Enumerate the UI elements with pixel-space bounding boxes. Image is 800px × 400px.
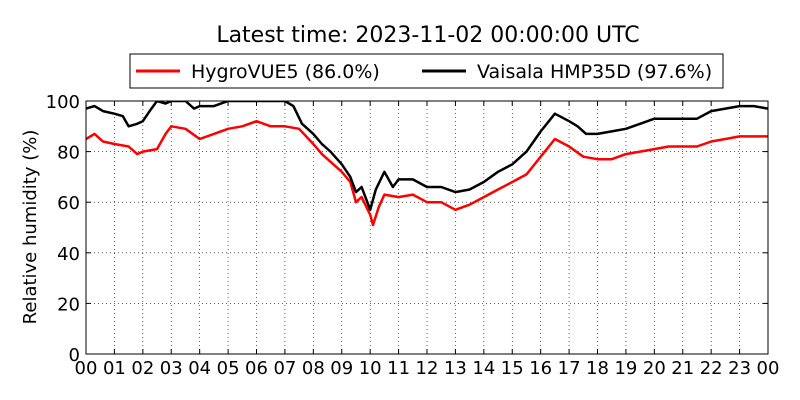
x-tick-label: 17 <box>558 358 581 379</box>
x-tick-label: 02 <box>131 358 154 379</box>
x-tick-label: 01 <box>103 358 126 379</box>
legend-label-hygrovue5: HygroVUE5 (86.0%) <box>191 61 380 83</box>
x-tick-label: 16 <box>529 358 552 379</box>
x-tick-label: 03 <box>160 358 183 379</box>
x-tick-label: 14 <box>472 358 495 379</box>
y-tick-label: 80 <box>57 143 80 164</box>
x-tick-label: 15 <box>501 358 524 379</box>
x-tick-label: 00 <box>75 358 98 379</box>
y-tick-label: 40 <box>57 244 80 265</box>
x-tick-label: 19 <box>614 358 637 379</box>
legend-label-vaisala: Vaisala HMP35D (97.6%) <box>477 61 712 83</box>
y-tick-label: 20 <box>57 294 80 315</box>
x-tick-label: 20 <box>643 358 666 379</box>
x-tick-label: 23 <box>728 358 751 379</box>
y-axis-label: Relative humidity (%) <box>20 130 41 325</box>
x-tick-label: 12 <box>416 358 439 379</box>
x-tick-label: 09 <box>330 358 353 379</box>
y-tick-label: 60 <box>57 193 80 214</box>
axis-ticks: 00 01 02 03 04 05 06 07 08 09 10 11 12 13 14 15 16 17 18 19… <box>46 92 780 379</box>
x-tick-label: 08 <box>302 358 325 379</box>
x-tick-label: 22 <box>700 358 723 379</box>
y-tick-label: 100 <box>46 92 80 113</box>
x-tick-label: 21 <box>671 358 694 379</box>
series-layer <box>86 101 768 227</box>
x-tick-label: 00 <box>757 358 780 379</box>
x-tick-label: 05 <box>217 358 240 379</box>
series-line-hygrovue5 <box>86 119 768 227</box>
series-line-vaisala <box>86 101 768 212</box>
x-tick-label: 18 <box>586 358 609 379</box>
legend: HygroVUE5 (86.0%) Vaisala HMP35D (97.6%) <box>129 53 724 89</box>
plot-frame <box>85 100 769 355</box>
grid <box>86 101 768 354</box>
x-tick-label: 11 <box>387 358 410 379</box>
x-tick-label: 06 <box>245 358 268 379</box>
x-tick-label: 13 <box>444 358 467 379</box>
x-tick-label: 04 <box>188 358 211 379</box>
y-tick-label: 0 <box>69 345 80 366</box>
x-tick-label: 07 <box>273 358 296 379</box>
chart-title: Latest time: 2023-11-02 00:00:00 UTC <box>216 23 639 48</box>
x-tick-label: 10 <box>359 358 382 379</box>
